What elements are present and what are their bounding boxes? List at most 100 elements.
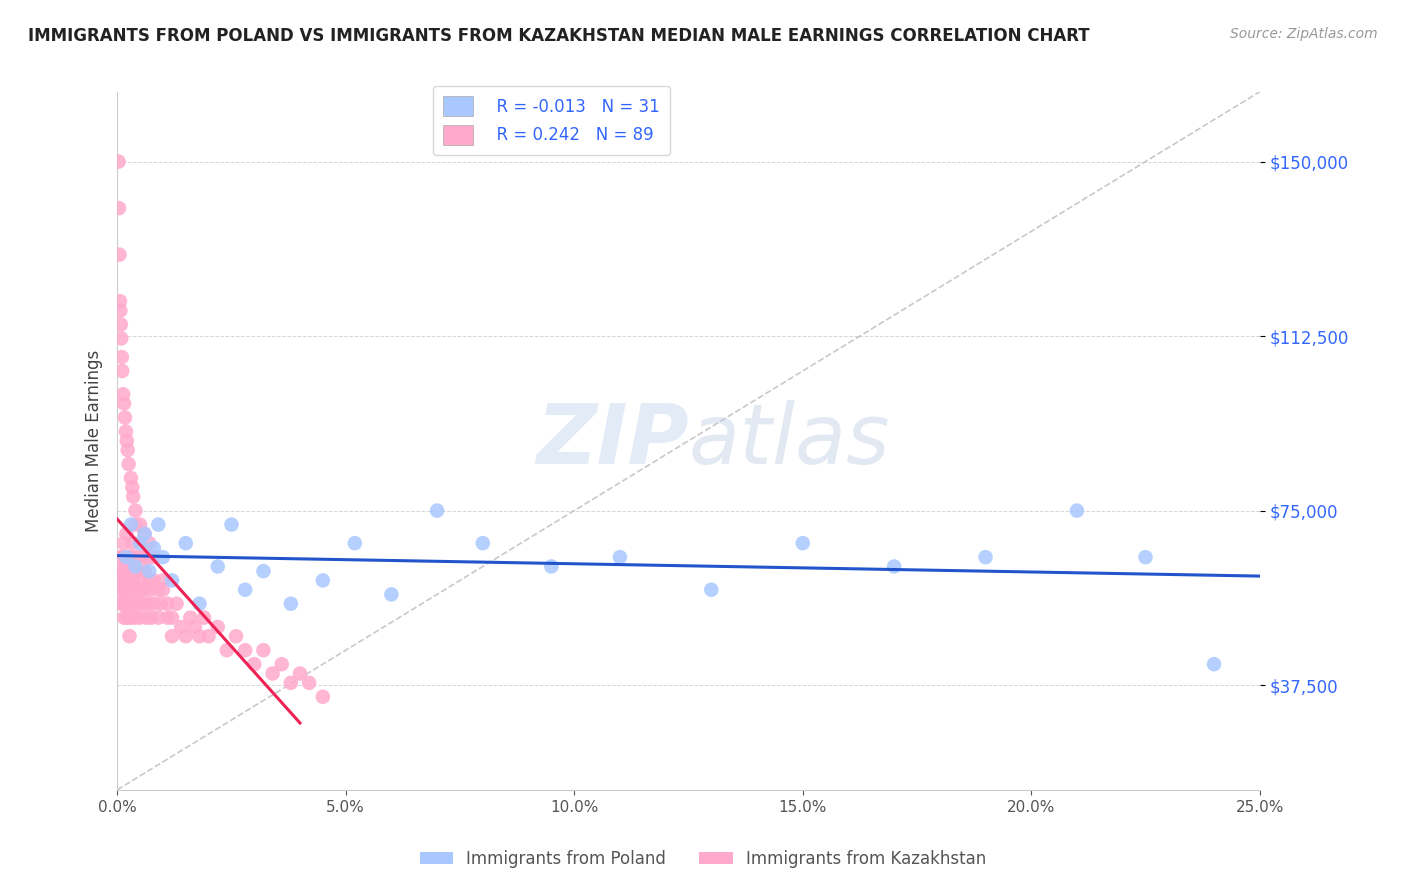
Point <box>312 574 335 588</box>
Text: ZIP: ZIP <box>536 401 689 482</box>
Legend: Immigrants from Poland, Immigrants from Kazakhstan: Immigrants from Poland, Immigrants from … <box>413 844 993 875</box>
Point <box>129 536 152 550</box>
Point <box>120 471 142 485</box>
Point <box>609 550 631 565</box>
Point <box>1066 503 1088 517</box>
Point <box>221 517 243 532</box>
Point <box>139 582 162 597</box>
Point <box>124 550 146 565</box>
Point <box>270 657 292 672</box>
Point <box>127 582 149 597</box>
Point <box>108 201 131 215</box>
Point <box>1202 657 1225 672</box>
Point <box>115 582 138 597</box>
Point <box>107 154 129 169</box>
Point <box>138 536 160 550</box>
Point <box>121 597 143 611</box>
Point <box>343 536 366 550</box>
Point <box>184 620 207 634</box>
Point <box>108 550 131 565</box>
Point <box>298 675 321 690</box>
Point <box>135 610 157 624</box>
Point <box>112 387 135 401</box>
Point <box>118 629 141 643</box>
Point <box>120 517 142 532</box>
Point <box>108 247 131 261</box>
Point <box>141 610 163 624</box>
Point <box>142 597 165 611</box>
Point <box>111 597 134 611</box>
Point <box>380 587 402 601</box>
Point <box>138 574 160 588</box>
Point <box>148 582 170 597</box>
Point <box>1135 550 1157 565</box>
Point <box>115 550 138 565</box>
Point <box>117 597 139 611</box>
Point <box>129 610 152 624</box>
Point <box>134 597 156 611</box>
Point <box>111 582 134 597</box>
Point <box>117 564 139 578</box>
Point <box>115 527 138 541</box>
Point <box>142 541 165 555</box>
Point <box>174 629 197 643</box>
Point <box>111 350 134 364</box>
Point <box>121 536 143 550</box>
Point <box>148 517 170 532</box>
Text: atlas: atlas <box>689 401 890 482</box>
Y-axis label: Median Male Earnings: Median Male Earnings <box>86 350 103 532</box>
Point <box>160 574 183 588</box>
Point <box>124 517 146 532</box>
Text: IMMIGRANTS FROM POLAND VS IMMIGRANTS FROM KAZAKHSTAN MEDIAN MALE EARNINGS CORREL: IMMIGRANTS FROM POLAND VS IMMIGRANTS FRO… <box>28 27 1090 45</box>
Point <box>108 294 131 309</box>
Point <box>193 610 215 624</box>
Point <box>142 574 165 588</box>
Point <box>134 582 156 597</box>
Point <box>124 503 146 517</box>
Point <box>152 550 174 565</box>
Point <box>792 536 814 550</box>
Point <box>312 690 335 704</box>
Point <box>124 610 146 624</box>
Point <box>122 490 145 504</box>
Point <box>156 610 179 624</box>
Point <box>115 434 138 448</box>
Point <box>120 564 142 578</box>
Point <box>114 574 136 588</box>
Point <box>114 410 136 425</box>
Point <box>129 574 152 588</box>
Point <box>121 480 143 494</box>
Point <box>115 425 138 439</box>
Point <box>110 582 132 597</box>
Point <box>111 550 134 565</box>
Point <box>117 457 139 471</box>
Text: Source: ZipAtlas.com: Source: ZipAtlas.com <box>1230 27 1378 41</box>
Point <box>288 666 311 681</box>
Point <box>215 643 238 657</box>
Point <box>188 597 211 611</box>
Point <box>471 536 494 550</box>
Point <box>129 517 152 532</box>
Point <box>160 629 183 643</box>
Point <box>111 364 134 378</box>
Point <box>148 610 170 624</box>
Point <box>134 564 156 578</box>
Point <box>112 610 135 624</box>
Point <box>111 564 134 578</box>
Point <box>280 675 302 690</box>
Point <box>138 564 160 578</box>
Point <box>134 527 156 541</box>
Point <box>883 559 905 574</box>
Point <box>129 550 152 565</box>
Point <box>156 597 179 611</box>
Legend:   R = -0.013   N = 31,   R = 0.242   N = 89: R = -0.013 N = 31, R = 0.242 N = 89 <box>433 87 669 155</box>
Point <box>117 582 139 597</box>
Point <box>118 610 141 624</box>
Point <box>700 582 723 597</box>
Point <box>111 574 134 588</box>
Point <box>112 536 135 550</box>
Point <box>124 559 146 574</box>
Point <box>108 574 131 588</box>
Point <box>114 597 136 611</box>
Point <box>112 582 135 597</box>
